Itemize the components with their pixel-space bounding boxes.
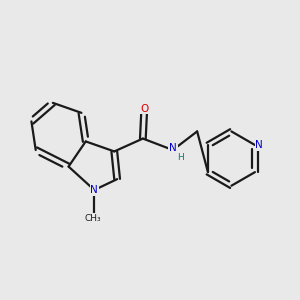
Text: O: O (140, 103, 148, 114)
Text: H: H (178, 154, 184, 163)
Text: N: N (90, 185, 98, 195)
Text: N: N (169, 143, 177, 153)
Text: N: N (255, 140, 263, 150)
Text: CH₃: CH₃ (85, 214, 101, 223)
